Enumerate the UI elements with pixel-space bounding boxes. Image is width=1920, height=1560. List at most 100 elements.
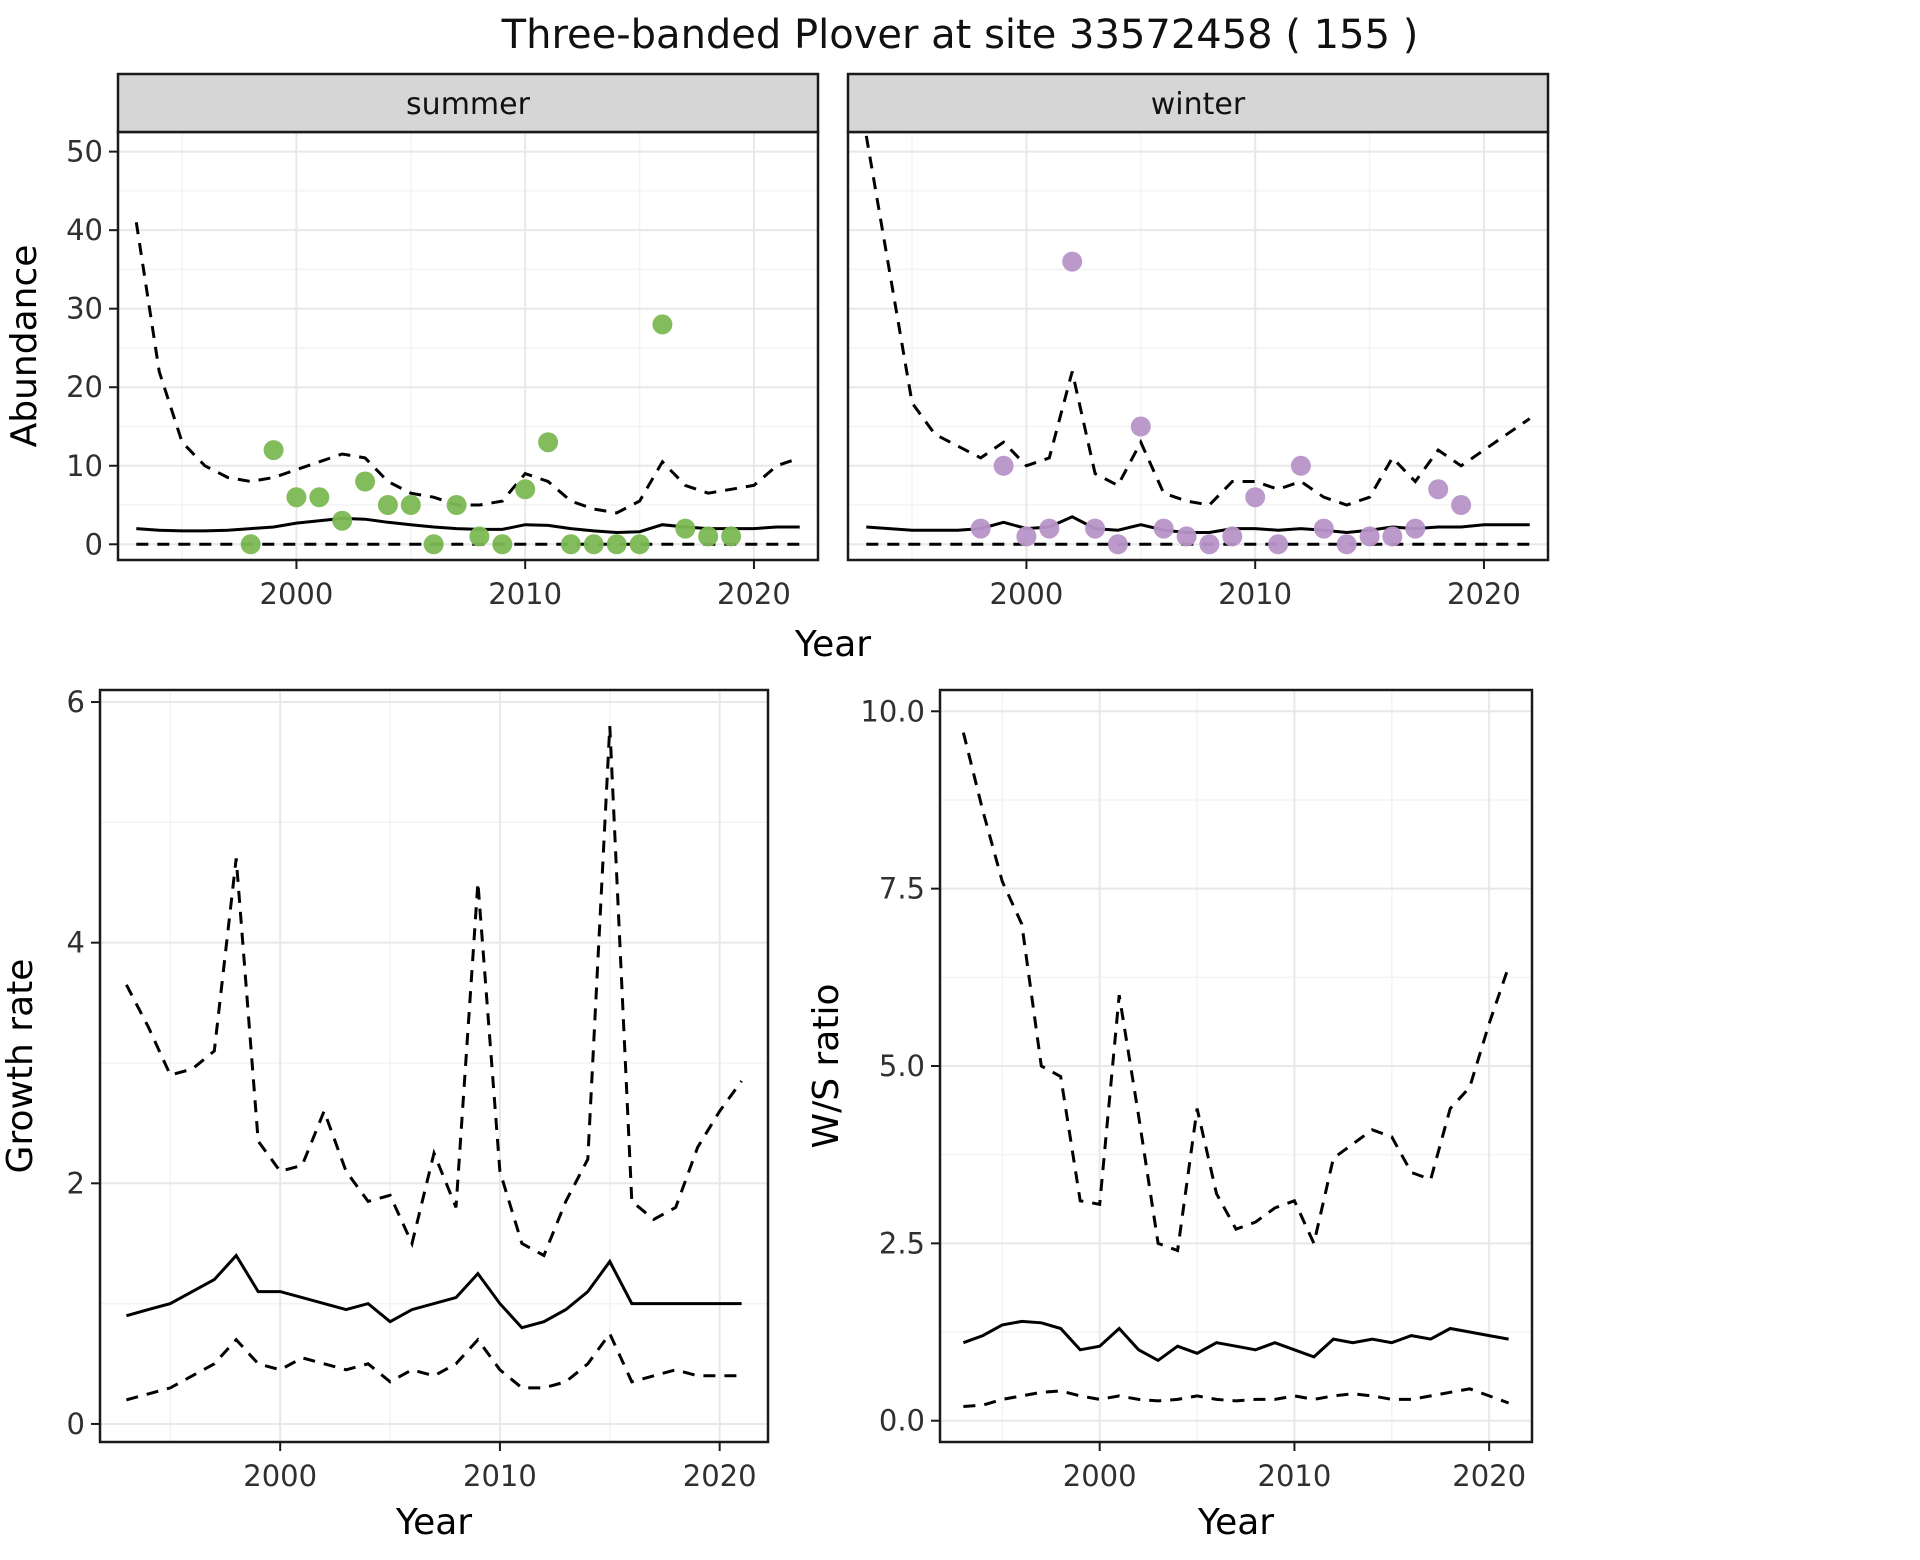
facet-strip-label: summer	[406, 87, 531, 122]
x-axis-title: Year	[395, 1502, 472, 1543]
observation-point	[377, 495, 398, 515]
observation-point	[400, 495, 421, 515]
observation-point	[629, 534, 650, 555]
y-axis-title: Abundance	[4, 245, 45, 448]
observation-point	[1222, 526, 1243, 547]
observation-point	[1062, 251, 1083, 272]
observation-point	[1245, 487, 1266, 508]
y-tick-label: 30	[66, 292, 103, 326]
observation-point	[698, 526, 719, 547]
series-ws-ratio	[961, 732, 1511, 1408]
y-axis: 0.0 2.5 5.0 7.5 10.0	[860, 694, 940, 1438]
y-axis: 0 2 4 6	[67, 685, 100, 1441]
upper-ci-line	[125, 726, 743, 1258]
observation-point	[606, 534, 627, 555]
y-tick-label: 2	[67, 1166, 85, 1200]
panel-ws-ratio: 2000 2010 2020 0.0 2.5 5.0 7.5 10.0 W/S ratio Yea…	[806, 688, 1534, 1543]
upper-ci-line	[961, 732, 1511, 1253]
panel-growth-rate: 2000 2010 2020 0 2 4 6 Growth rate Year	[0, 685, 770, 1543]
observation-point	[1107, 534, 1128, 555]
x-tick-label: 2020	[717, 577, 791, 611]
x-tick-label: 2020	[1447, 577, 1521, 611]
y-tick-label: 5.0	[879, 1049, 925, 1083]
upper-ci-line	[134, 222, 801, 515]
y-tick-label: 0	[67, 1407, 85, 1441]
x-axis: 2000 2010 2020	[260, 560, 791, 611]
observation-point	[1382, 526, 1403, 547]
observation-point	[332, 510, 353, 531]
y-axis-title: W/S ratio	[806, 983, 847, 1148]
observation-point	[309, 487, 330, 508]
panel-background	[118, 132, 818, 560]
panel-abundance-winter: winter 2000 2010 2020	[846, 72, 1550, 611]
y-tick-label: 7.5	[879, 872, 925, 906]
y-tick-label: 0.0	[879, 1404, 925, 1438]
observation-point	[492, 534, 513, 555]
x-axis: 2000 2010 2020	[243, 1442, 757, 1493]
y-tick-label: 4	[67, 926, 85, 960]
y-tick-label: 10.0	[860, 694, 925, 728]
observation-point	[721, 526, 742, 547]
x-tick-label: 2010	[1218, 577, 1292, 611]
observation-point	[1176, 526, 1197, 547]
facet-strip	[846, 72, 1550, 134]
observation-point	[538, 432, 559, 453]
observation-point	[515, 479, 536, 500]
observation-point	[1290, 455, 1311, 476]
observation-point	[1451, 495, 1472, 515]
x-tick-label: 2020	[1452, 1459, 1526, 1493]
series-abundance-summer	[134, 222, 801, 555]
y-tick-label: 20	[66, 370, 103, 404]
panel-abundance-summer: summer 2000 2010 2020 0 10 20 30 40 50 Abundance	[4, 72, 820, 611]
facet-strip-label: winter	[1151, 87, 1246, 122]
observation-point	[1336, 534, 1357, 555]
panel-border	[98, 688, 770, 1444]
observation-point	[1016, 526, 1037, 547]
x-axis-title: Year	[1197, 1502, 1274, 1543]
y-axis: 0 10 20 30 40 50	[66, 135, 118, 561]
observation-point	[355, 471, 376, 492]
observation-point	[446, 495, 467, 515]
observation-point	[1268, 534, 1289, 555]
observation-point	[1153, 518, 1174, 539]
observation-point	[583, 534, 604, 555]
x-axis: 2000 2010 2020	[1063, 1442, 1526, 1493]
upper-ci-line	[864, 135, 1531, 507]
x-tick-label: 2000	[990, 577, 1064, 611]
observation-point	[240, 534, 261, 555]
chart-title: Three-banded Plover at site 33572458 ( 1…	[501, 12, 1419, 58]
series-abundance-winter	[864, 135, 1531, 555]
x-axis-title-shared: Year	[794, 624, 871, 665]
observation-point	[469, 526, 490, 547]
observation-point	[263, 440, 284, 461]
series-growth-rate	[125, 726, 743, 1402]
observation-point	[1085, 518, 1106, 539]
x-tick-label: 2010	[1258, 1459, 1332, 1493]
y-axis-title: Growth rate	[0, 959, 41, 1174]
observation-point	[1039, 518, 1060, 539]
observation-point	[1428, 479, 1449, 500]
observation-point	[1130, 416, 1151, 437]
panel-background	[100, 690, 768, 1442]
y-tick-label: 10	[66, 449, 103, 483]
observation-point	[1199, 534, 1220, 555]
y-tick-label: 50	[66, 135, 103, 169]
observation-point	[286, 487, 307, 508]
observation-point	[970, 518, 991, 539]
x-tick-label: 2010	[463, 1459, 537, 1493]
y-tick-label: 6	[67, 685, 85, 719]
observation-point	[1313, 518, 1334, 539]
observation-point	[675, 518, 696, 539]
mean-line	[962, 1319, 1509, 1363]
x-tick-label: 2000	[243, 1459, 317, 1493]
observation-point	[1405, 518, 1426, 539]
observation-point	[652, 314, 673, 335]
observation-point	[423, 534, 444, 555]
observation-point	[560, 534, 581, 555]
y-tick-label: 0	[85, 527, 103, 561]
x-tick-label: 2000	[1063, 1459, 1137, 1493]
observation-point	[1359, 526, 1380, 547]
x-axis: 2000 2010 2020	[990, 560, 1521, 611]
